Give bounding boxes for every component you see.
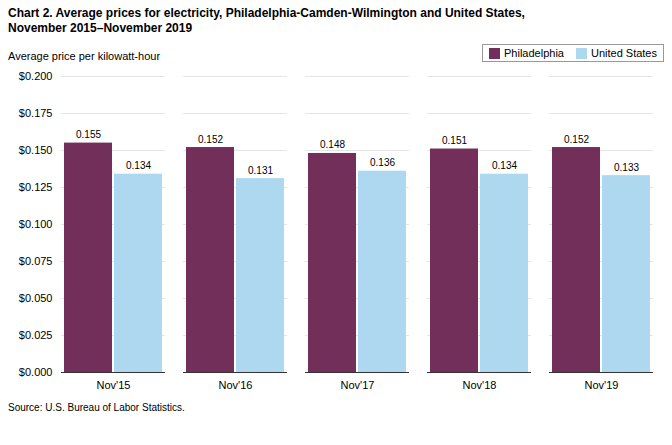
svg-text:0.134: 0.134 (492, 160, 517, 171)
svg-text:$0.200: $0.200 (19, 70, 53, 82)
svg-text:$0.025: $0.025 (19, 329, 53, 341)
html-text:November 2015–November 2019: November 2015–November 2019 (8, 21, 193, 35)
svg-text:0.148: 0.148 (320, 139, 345, 150)
svg-text:0.134: 0.134 (126, 160, 151, 171)
svg-text:Nov'18: Nov'18 (463, 379, 497, 391)
svg-text:0.151: 0.151 (442, 135, 467, 146)
svg-text:0.155: 0.155 (76, 129, 101, 140)
svg-text:$0.075: $0.075 (19, 255, 53, 267)
svg-text:$0.000: $0.000 (19, 366, 53, 378)
svg-text:0.131: 0.131 (248, 165, 273, 176)
svg-text:$0.150: $0.150 (19, 144, 53, 156)
svg-text:$0.100: $0.100 (19, 218, 53, 230)
svg-text:$0.175: $0.175 (19, 107, 53, 119)
svg-text:$0.050: $0.050 (19, 292, 53, 304)
svg-text:Nov'19: Nov'19 (585, 379, 619, 391)
svg-text:$0.125: $0.125 (19, 181, 53, 193)
html-text:Philadelphia: Philadelphia (504, 47, 564, 59)
html-text:Chart 2. Average prices for el: Chart 2. Average prices for electricity,… (8, 6, 525, 20)
html-text:Source: U.S. Bureau of Labor S: Source: U.S. Bureau of Labor Statistics. (8, 402, 185, 413)
svg-text:0.152: 0.152 (198, 134, 223, 145)
html-text:United States: United States (591, 47, 657, 59)
html-text:Average price per kilowatt-hou: Average price per kilowatt-hour (8, 50, 160, 62)
svg-text:0.136: 0.136 (370, 157, 395, 168)
svg-text:Nov'17: Nov'17 (341, 379, 375, 391)
svg-text:0.152: 0.152 (564, 134, 589, 145)
svg-text:Nov'16: Nov'16 (219, 379, 253, 391)
svg-text:Nov'15: Nov'15 (97, 379, 131, 391)
svg-text:0.133: 0.133 (614, 162, 639, 173)
